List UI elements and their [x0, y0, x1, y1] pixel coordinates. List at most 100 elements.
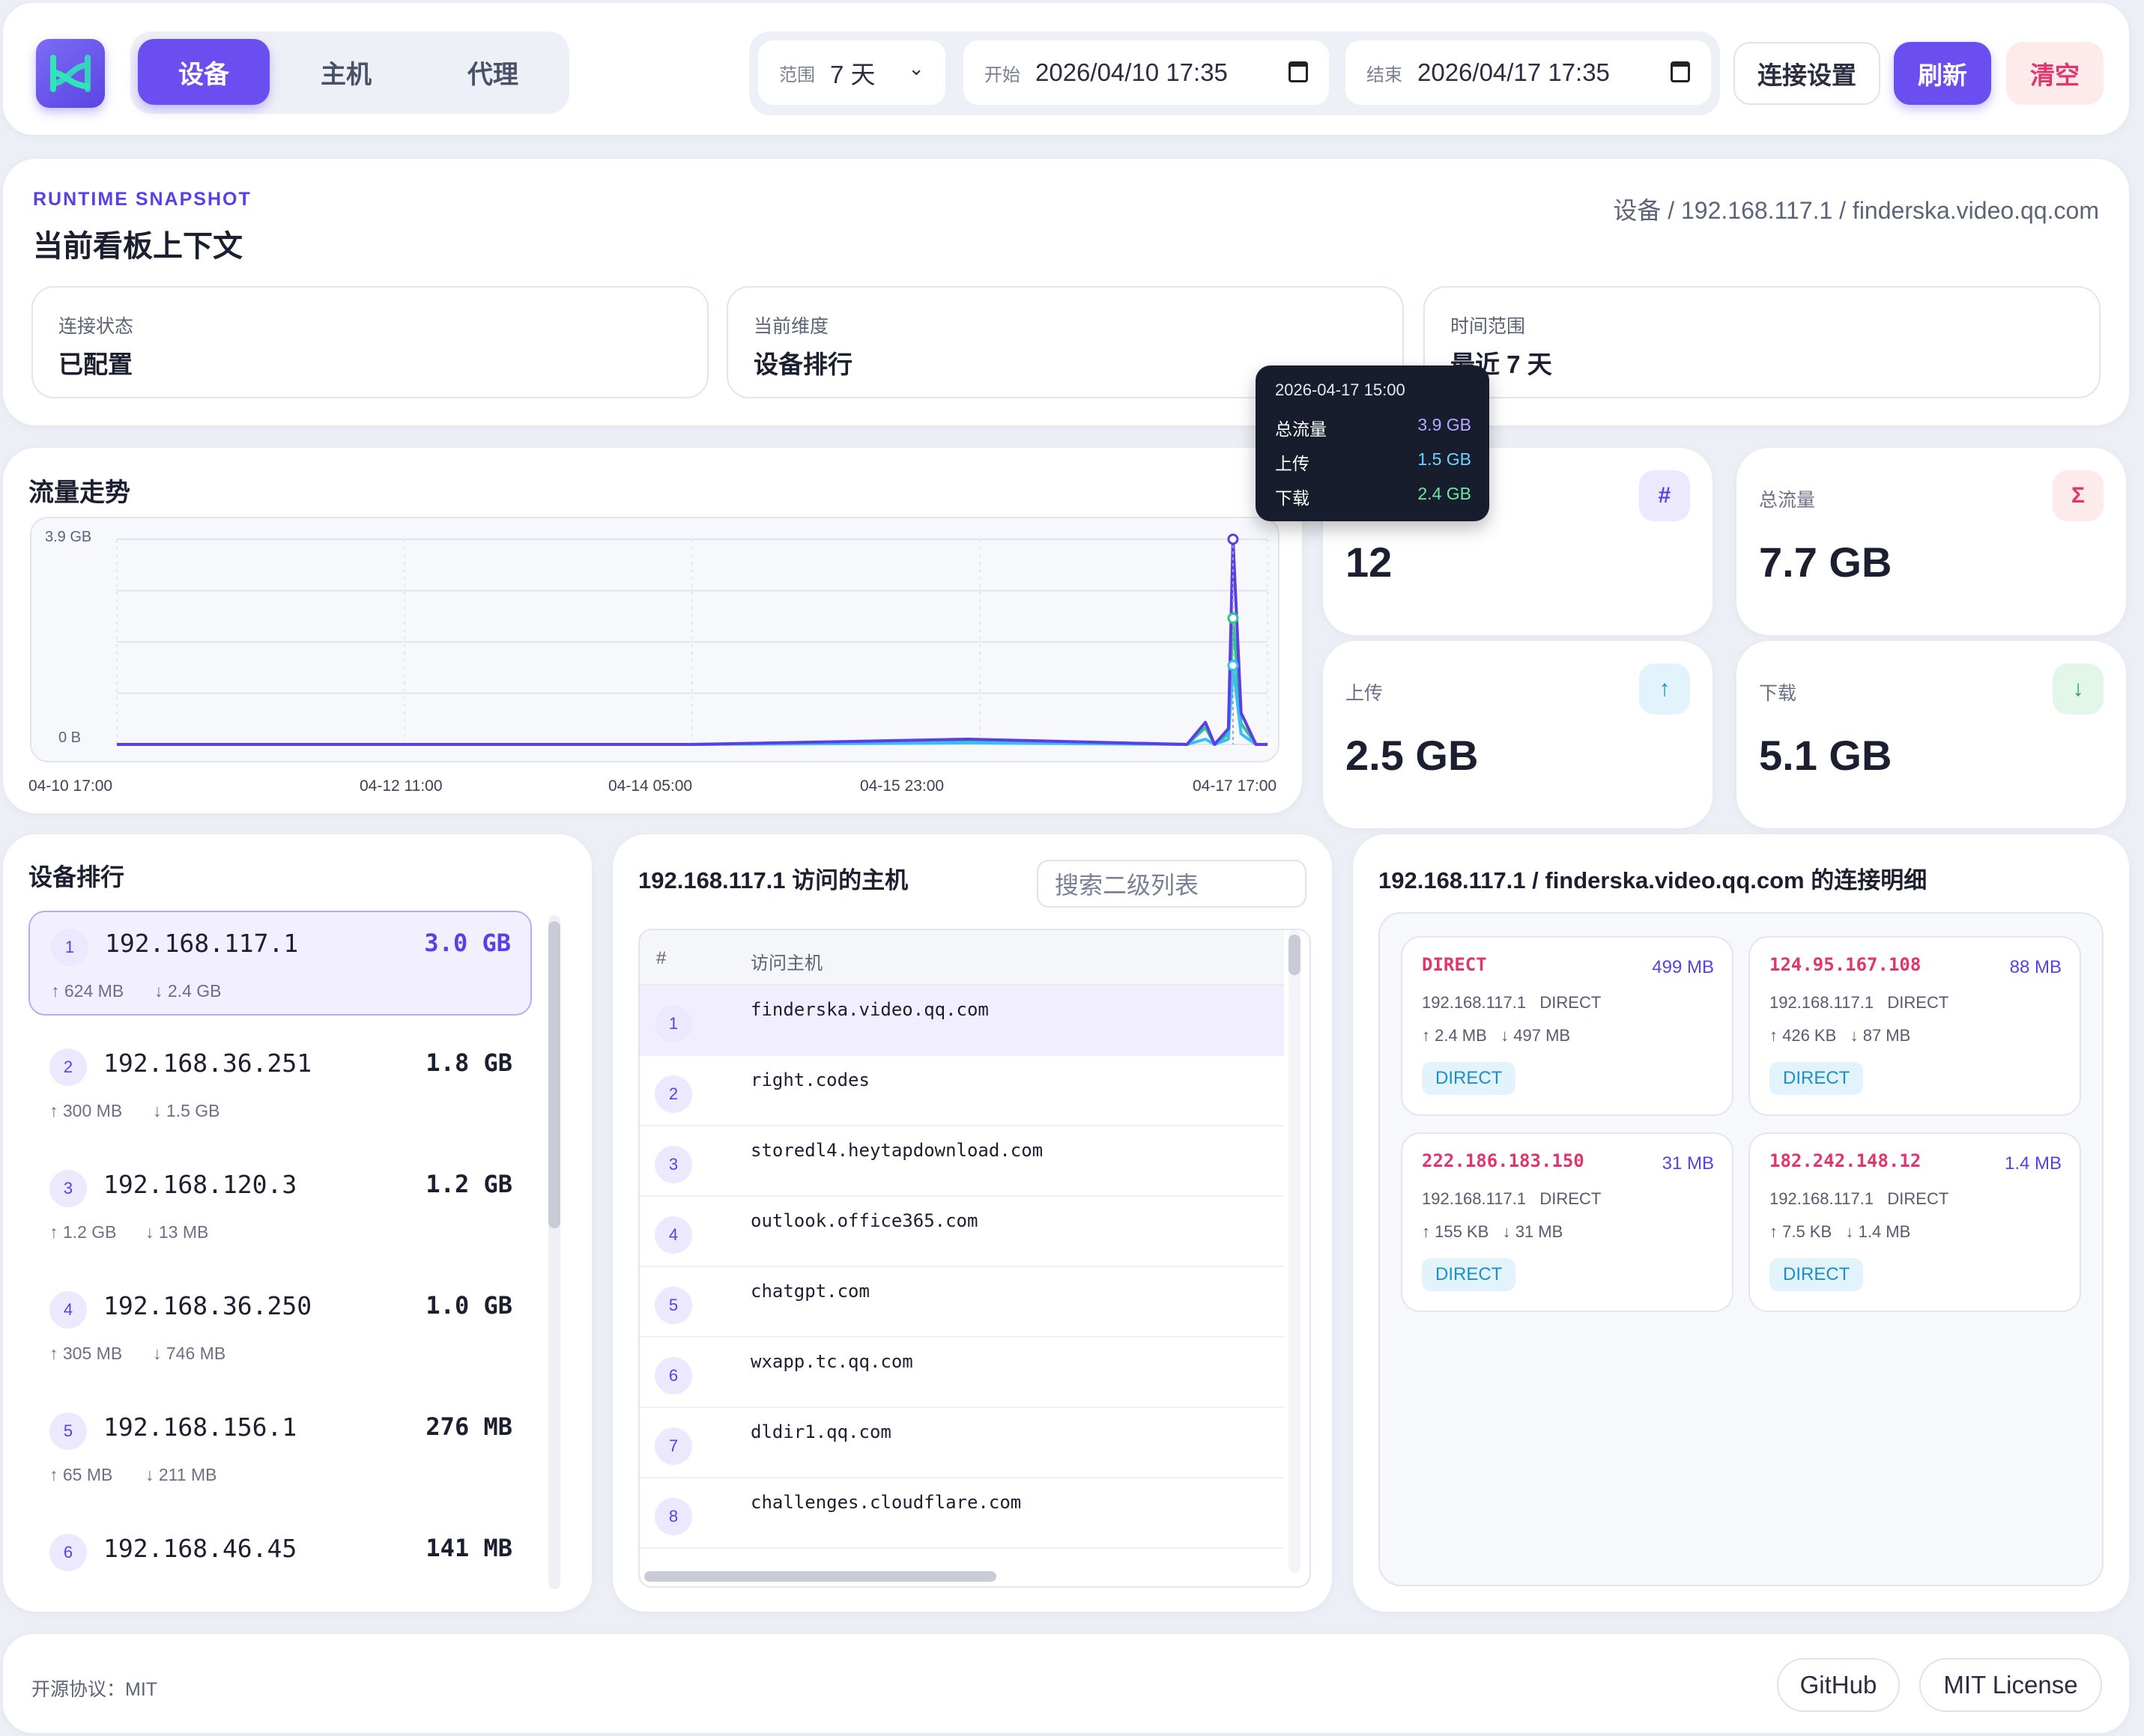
connection-card[interactable]: 222.186.183.150 31 MB 192.168.117.1 DIRE…: [1401, 1132, 1733, 1312]
table-horizontal-scrollbar[interactable]: [644, 1571, 996, 1582]
range-select[interactable]: 范围 7 天 ⌄: [758, 40, 945, 105]
col-host: 访问主机: [751, 953, 823, 974]
ranking-title: 设备排行: [28, 864, 125, 890]
connection-meta: 192.168.117.1 DIRECT: [1769, 993, 1949, 1012]
y-axis-bottom-label: 0 B: [58, 729, 82, 746]
table-row[interactable]: 4 outlook.office365.com: [640, 1197, 1284, 1267]
connection-meta: 192.168.117.1 DIRECT: [1422, 1189, 1602, 1208]
calendar-icon[interactable]: [1288, 61, 1308, 82]
tab-devices[interactable]: 设备: [138, 39, 270, 105]
context-card-timerange: 时间范围 最近 7 天: [1423, 286, 2101, 398]
context-label: 连接状态: [58, 316, 134, 337]
host-name: storedl4.heytapdownload.com: [751, 1140, 1044, 1161]
rank-badge: 6: [49, 1534, 87, 1571]
scrollbar-thumb[interactable]: [548, 921, 560, 1228]
stat-value: 2.5 GB: [1345, 732, 1479, 779]
connection-destination: 222.186.183.150: [1422, 1150, 1584, 1171]
tab-proxies[interactable]: 代理: [467, 60, 518, 89]
github-link[interactable]: GitHub: [1777, 1658, 1900, 1712]
table-row[interactable]: 1 finderska.video.qq.com: [640, 986, 1284, 1056]
connection-destination: 182.242.148.12: [1769, 1150, 1922, 1171]
table-row[interactable]: 6 wxapp.tc.qq.com: [640, 1338, 1284, 1408]
rank-badge: 2: [49, 1048, 87, 1086]
mit-license-link[interactable]: MIT License: [1919, 1658, 2102, 1712]
connection-size: 88 MB: [2009, 957, 2062, 977]
table-row[interactable]: 3 storedl4.heytapdownload.com: [640, 1126, 1284, 1197]
hosts-table: # 访问主机 1 finderska.video.qq.com 2 right.…: [638, 929, 1311, 1588]
tooltip-row-download: 下载 2.4 GB: [1275, 484, 1471, 509]
host-name: wxapp.tc.qq.com: [751, 1351, 913, 1372]
connection-card[interactable]: 182.242.148.12 1.4 MB 192.168.117.1 DIRE…: [1748, 1132, 2081, 1312]
row-index: 4: [655, 1216, 692, 1254]
device-ip: 192.168.46.45: [103, 1534, 297, 1563]
footer: 开源协议：MIT GitHub MIT License: [3, 1634, 2129, 1733]
row-index: 8: [655, 1498, 692, 1535]
refresh-button[interactable]: 刷新: [1894, 42, 1991, 105]
ranking-scrollbar[interactable]: [548, 915, 560, 1589]
ranking-list: 1 192.168.117.1 3.0 GB ↑ 624 MB ↓ 2.4 GB…: [3, 909, 557, 1589]
tooltip-value: 2.4 GB: [1417, 484, 1471, 503]
device-ranking-panel: 设备排行 1 192.168.117.1 3.0 GB ↑ 624 MB ↓ 2…: [3, 834, 592, 1612]
x-tick: 04-12 11:00: [360, 777, 443, 795]
device-total: 1.2 GB: [426, 1170, 512, 1198]
row-index: 1: [655, 1005, 692, 1042]
connection-settings-button[interactable]: 连接设置: [1733, 42, 1880, 105]
rank-badge: 1: [51, 929, 88, 966]
tooltip-label: 上传: [1275, 454, 1309, 473]
table-row[interactable]: 7 dldir1.qq.com: [640, 1408, 1284, 1478]
arrow-up-icon: ↑: [1639, 664, 1690, 714]
series-line-total: [117, 538, 1268, 746]
connection-card[interactable]: 124.95.167.108 88 MB 192.168.117.1 DIREC…: [1748, 936, 2081, 1116]
trend-chart[interactable]: 3.9 GB 0 B: [30, 517, 1280, 762]
search-input[interactable]: 搜索二级列表: [1037, 860, 1306, 908]
ranking-item[interactable]: 4 192.168.36.250 1.0 GB ↑ 305 MB ↓ 746 M…: [28, 1275, 532, 1380]
trend-chart-svg: [116, 533, 1268, 746]
ranking-item[interactable]: 6 192.168.46.45 141 MB: [28, 1517, 532, 1589]
device-ip: 192.168.36.251: [103, 1048, 312, 1078]
ranking-item[interactable]: 5 192.168.156.1 276 MB ↑ 65 MB ↓ 211 MB: [28, 1396, 532, 1501]
context-value: 设备排行: [754, 350, 853, 378]
start-value: 2026/04/10 17:35: [1035, 58, 1228, 86]
calendar-icon[interactable]: [1671, 61, 1690, 82]
logo-icon: [50, 55, 91, 92]
start-datetime-input[interactable]: 开始 2026/04/10 17:35: [963, 40, 1329, 105]
tab-hosts[interactable]: 主机: [321, 60, 372, 89]
rank-badge: 3: [49, 1170, 87, 1207]
ranking-item[interactable]: 1 192.168.117.1 3.0 GB ↑ 624 MB ↓ 2.4 GB: [28, 911, 532, 1016]
x-tick: 04-15 23:00: [860, 777, 945, 795]
time-filters: 范围 7 天 ⌄ 开始 2026/04/10 17:35 结束 2026/04/…: [749, 31, 1720, 115]
table-row[interactable]: 5 chatgpt.com: [640, 1267, 1284, 1338]
connection-io: ↑ 7.5 KB ↓ 1.4 MB: [1769, 1222, 1911, 1241]
device-ip: 192.168.36.250: [103, 1291, 312, 1320]
stat-card-download: 下载 5.1 GB ↓: [1736, 641, 2126, 828]
rank-badge: 4: [49, 1291, 87, 1329]
range-value: 7 天: [830, 61, 876, 88]
breadcrumb: 设备 / 192.168.117.1 / finderska.video.qq.…: [1613, 197, 2099, 224]
table-vertical-scrollbar[interactable]: [1288, 930, 1300, 1573]
row-index: 5: [655, 1287, 692, 1324]
row-index: 2: [655, 1075, 692, 1113]
context-label: 时间范围: [1450, 316, 1526, 337]
scrollbar-thumb[interactable]: [1288, 935, 1300, 975]
device-upload: ↑ 305 MB: [49, 1344, 123, 1363]
visited-hosts-panel: 192.168.117.1 访问的主机 搜索二级列表 # 访问主机 1 find…: [613, 834, 1332, 1612]
connection-card[interactable]: DIRECT 499 MB 192.168.117.1 DIRECT ↑ 2.4…: [1401, 936, 1733, 1116]
context-panel: RUNTIME SNAPSHOT 当前看板上下文 设备 / 192.168.11…: [3, 159, 2129, 425]
connection-io: ↑ 426 KB ↓ 87 MB: [1769, 1026, 1911, 1045]
table-row[interactable]: 8 challenges.cloudflare.com: [640, 1478, 1284, 1549]
end-datetime-input[interactable]: 结束 2026/04/17 17:35: [1345, 40, 1711, 105]
ranking-item[interactable]: 2 192.168.36.251 1.8 GB ↑ 300 MB ↓ 1.5 G…: [28, 1032, 532, 1137]
context-title: 当前看板上下文: [33, 230, 243, 263]
ranking-item[interactable]: 3 192.168.120.3 1.2 GB ↑ 1.2 GB ↓ 13 MB: [28, 1153, 532, 1258]
app-logo[interactable]: [36, 39, 105, 108]
device-total: 1.8 GB: [426, 1048, 512, 1077]
eyebrow: RUNTIME SNAPSHOT: [33, 189, 252, 210]
tooltip-row-total: 总流量 3.9 GB: [1275, 415, 1471, 440]
stat-card-upload: 上传 2.5 GB ↑: [1323, 641, 1713, 828]
device-upload: ↑ 300 MB: [49, 1101, 123, 1120]
connection-size: 31 MB: [1662, 1153, 1714, 1174]
host-name: outlook.office365.com: [751, 1210, 978, 1231]
table-row[interactable]: 2 right.codes: [640, 1056, 1284, 1126]
connection-destination: 124.95.167.108: [1769, 954, 1922, 975]
clear-button[interactable]: 清空: [2006, 42, 2104, 105]
